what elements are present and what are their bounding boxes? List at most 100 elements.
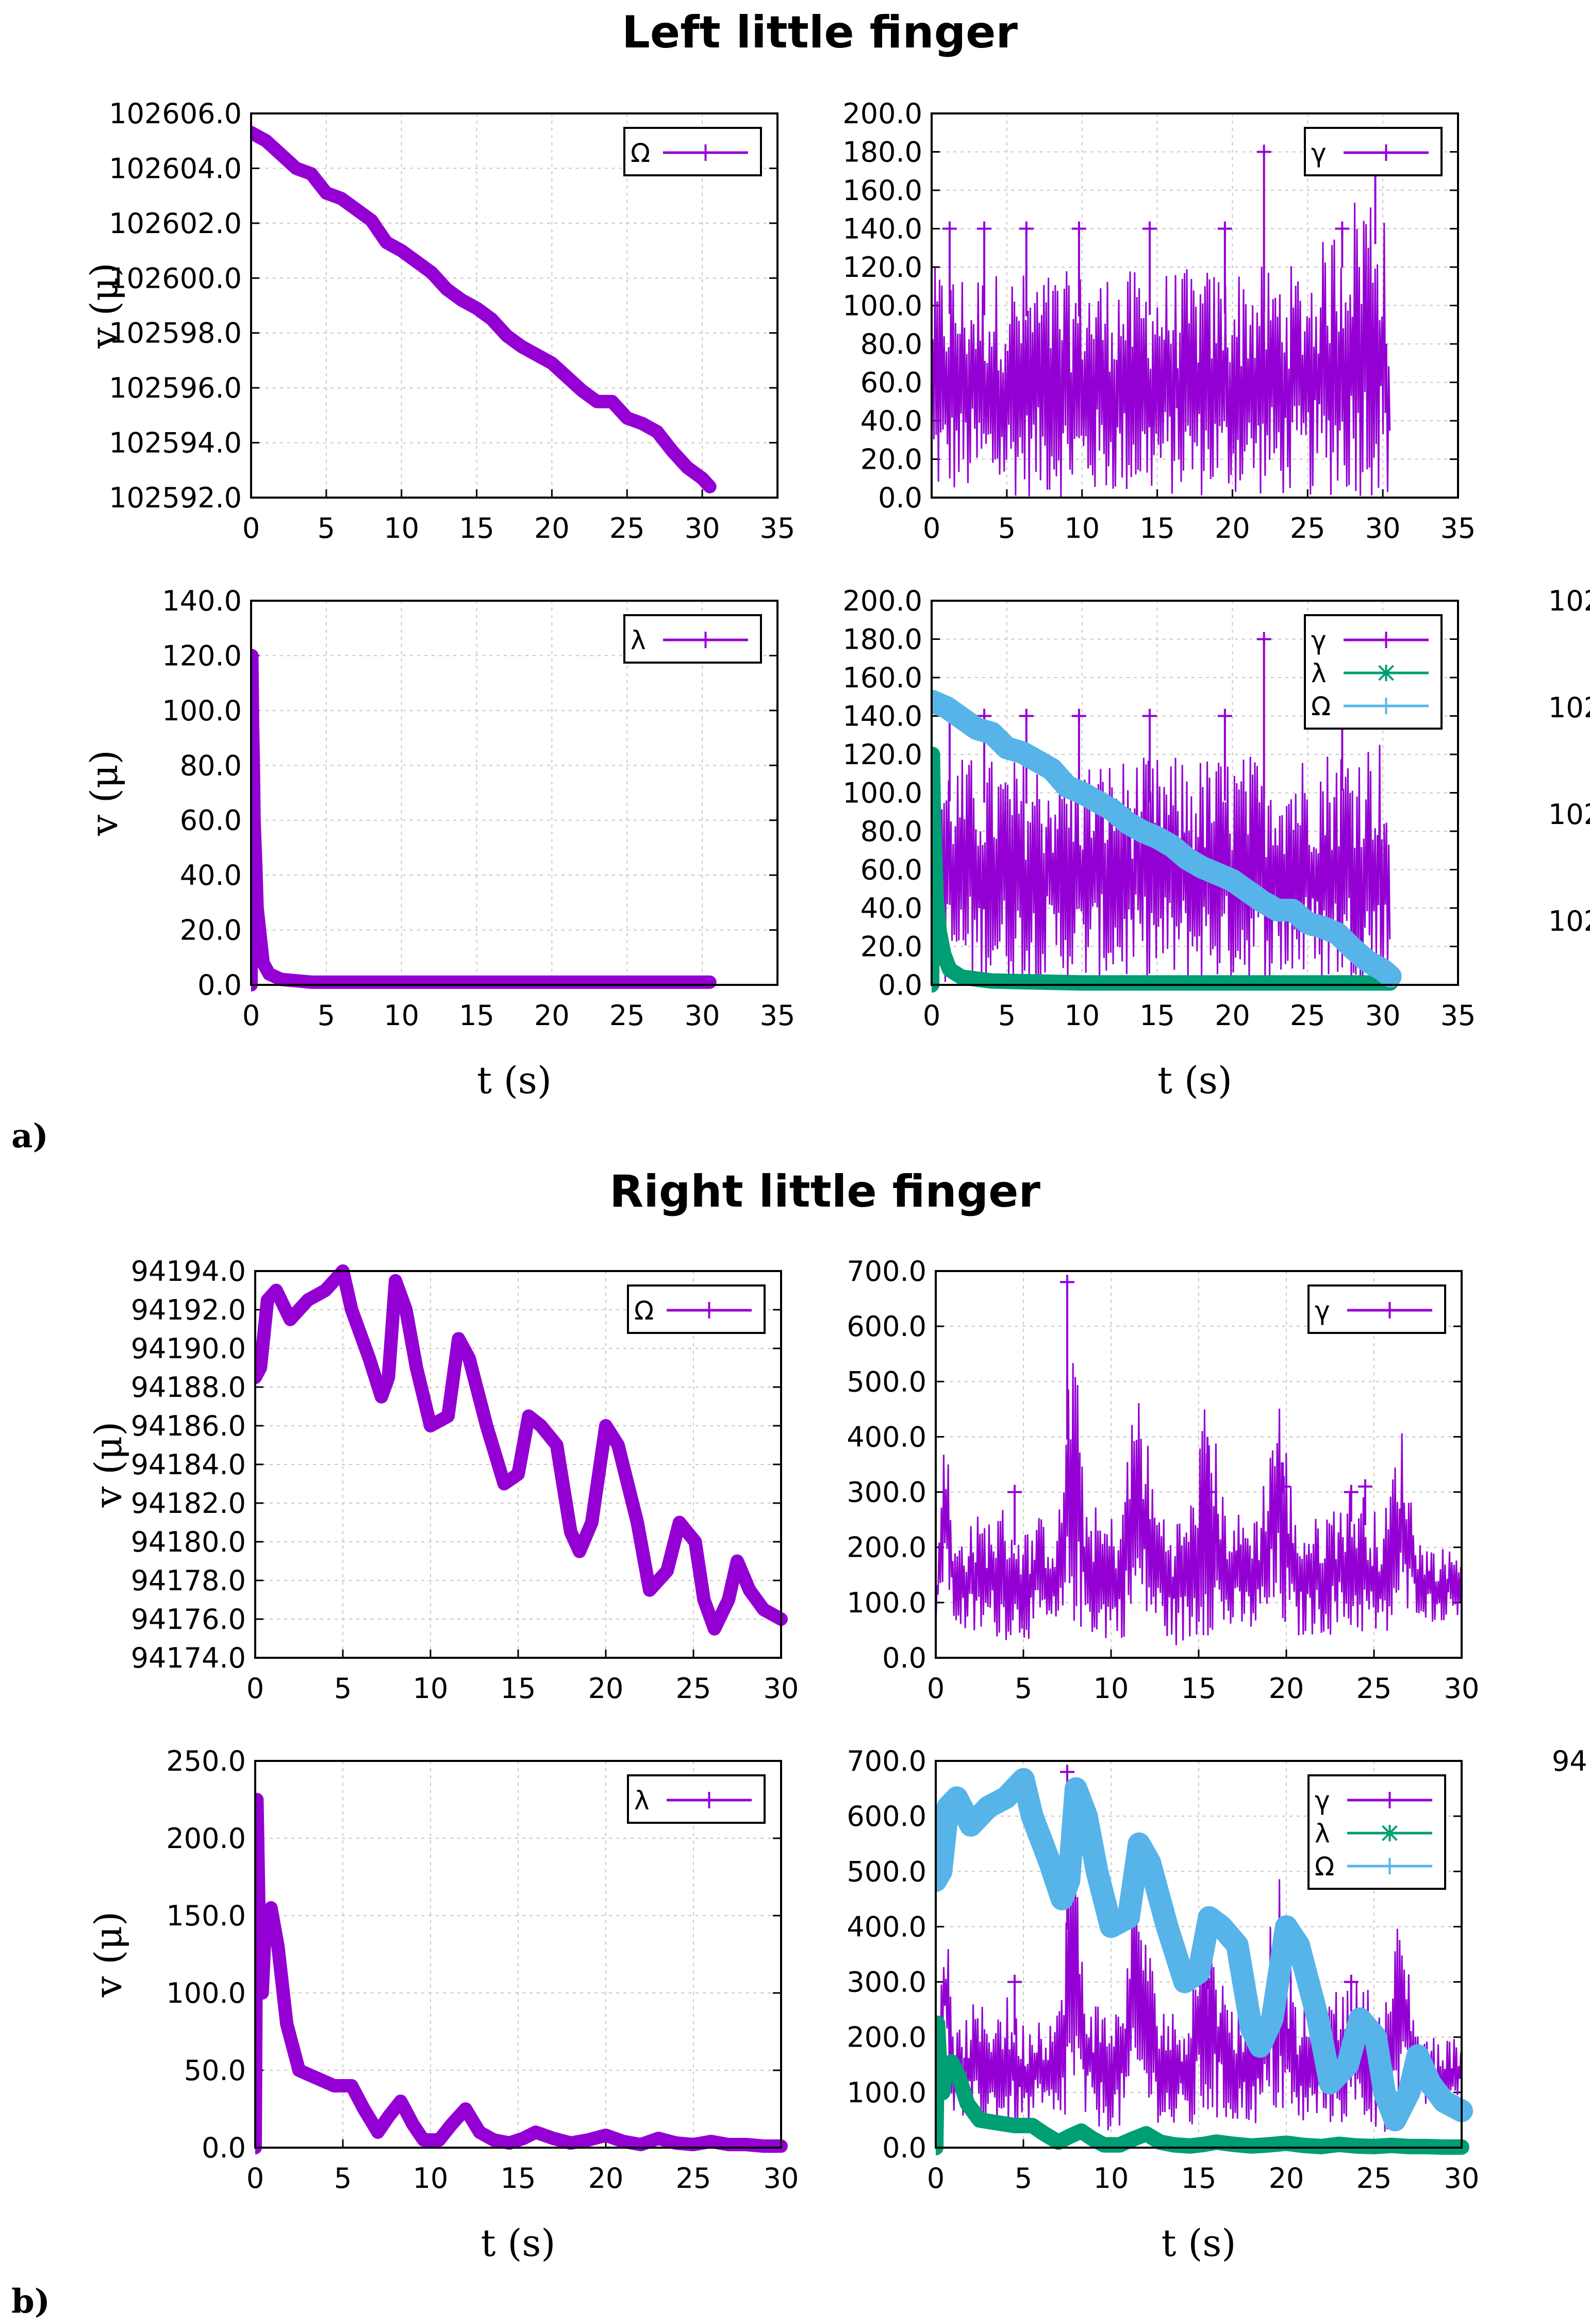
spike-marker [1256, 144, 1271, 159]
y-tick-label: 94192.0 [131, 1294, 246, 1326]
x-tick-label: 35 [760, 999, 796, 1032]
y-tick-label: 102606.0 [109, 97, 242, 130]
x-tick-label: 20 [1215, 512, 1250, 545]
y-tick-label: 400.0 [847, 1910, 926, 1943]
plot-frame [935, 1270, 1463, 1659]
series-3 [932, 689, 1402, 988]
y-tick-label: 94182.0 [131, 1487, 246, 1520]
y-tick-label: 102604.0 [109, 152, 242, 185]
x-tick-label: 5 [1015, 2162, 1032, 2195]
y-tick-label: 100.0 [162, 695, 242, 727]
x-tick-label: 0 [927, 2162, 945, 2195]
x-tick-label: 10 [1094, 1672, 1129, 1705]
y-tick-label: 80.0 [860, 815, 922, 848]
y-tick-label: 20.0 [860, 931, 922, 963]
x-axis-label: t (s) [481, 2221, 556, 2265]
spike-marker [1358, 1479, 1372, 1494]
x-tick-label: 15 [501, 2162, 536, 2195]
series-line [932, 689, 1402, 988]
y2-tick-label: 102605 [1548, 691, 1590, 724]
y-tick-label: 0.0 [878, 969, 922, 1001]
spike-marker [1217, 221, 1232, 236]
x-axis-label: t (s) [1162, 2221, 1236, 2265]
y-tick-label: 94178.0 [131, 1564, 246, 1597]
y-tick-label: 400.0 [847, 1421, 926, 1453]
x-tick-label: 25 [609, 512, 645, 545]
chart-7: 0 5 10 15 20 25 30 0.0 50.0 100.0 150.0 200.0 250.0 λ… [87, 1745, 799, 2265]
chart-5: 0 5 10 15 20 25 30 94174.0 94176.0 94178.0 94180.0… [87, 1255, 799, 1705]
plot-frame [254, 1760, 782, 2149]
chart-2: 0 5 10 15 20 25 30 35 0.0 20.0 40.0 60.0 80.0 100.0 12… [842, 97, 1476, 545]
legend-entry: λ [1311, 658, 1327, 688]
x-tick-label: 20 [1269, 2162, 1304, 2195]
x-tick-label: 10 [384, 999, 419, 1032]
y-tick-label: 94194.0 [131, 1255, 246, 1288]
spike-marker [1344, 1974, 1359, 1989]
spike-marker [1007, 1485, 1022, 1499]
y-tick-label: 200.0 [847, 2021, 926, 2054]
y-tick-label: 50.0 [184, 2054, 246, 2087]
y-tick-label: 180.0 [842, 136, 922, 169]
y-tick-label: 60.0 [860, 854, 922, 886]
plot-frame [254, 1270, 782, 1659]
legend-entry: λ [634, 1786, 650, 1816]
y-tick-label: 0.0 [197, 969, 242, 1001]
y-tick-label: 600.0 [847, 1800, 926, 1833]
y-tick-label: 120.0 [842, 251, 922, 284]
x-tick-label: 30 [1365, 512, 1401, 545]
y-tick-label: 100.0 [847, 2076, 926, 2109]
x-tick-label: 15 [501, 1672, 536, 1705]
y-tick-label: 94180.0 [131, 1526, 246, 1558]
x-tick-label: 10 [413, 1672, 449, 1705]
panel-label-a: a) [11, 1117, 48, 1156]
x-tick-label: 30 [764, 2162, 799, 2195]
y-tick-label: 102596.0 [109, 372, 242, 404]
spike-marker [942, 221, 957, 236]
y-tick-label: 0.0 [202, 2132, 246, 2164]
x-tick-label: 25 [609, 999, 645, 1032]
series-1 [251, 649, 717, 992]
plot-area [251, 649, 717, 992]
legend-marker-plus [1378, 144, 1395, 161]
y2-tick-label: 94195 [1552, 1745, 1590, 1777]
y-tick-label: 80.0 [860, 328, 922, 360]
y2-tick-label: 102595 [1548, 905, 1590, 937]
series-line [932, 747, 1398, 993]
y-tick-label: 100.0 [842, 777, 922, 810]
x-tick-label: 0 [246, 1672, 264, 1705]
y-tick-label: 140.0 [842, 213, 922, 245]
x-tick-label: 20 [534, 999, 570, 1032]
spike-marker [1060, 1275, 1074, 1290]
legend-marker-plus [1378, 632, 1395, 648]
spike-marker [1217, 708, 1232, 723]
x-tick-label: 15 [1181, 1672, 1217, 1705]
y-tick-label: 140.0 [162, 585, 242, 617]
series-line [255, 1264, 788, 1636]
x-tick-label: 35 [1440, 999, 1476, 1032]
x-tick-label: 25 [1356, 1672, 1392, 1705]
x-tick-label: 15 [1139, 512, 1175, 545]
spike-marker [1142, 708, 1157, 723]
legend-marker-plus [697, 632, 714, 648]
y-tick-label: 40.0 [860, 405, 922, 437]
y-axis-label: v (μ) [87, 1911, 130, 1998]
spike-marker [1344, 1485, 1359, 1499]
series-line [936, 1768, 1473, 2132]
x-tick-label: 20 [534, 512, 570, 545]
series-1 [936, 1275, 1462, 1645]
legend-marker-plus [701, 1302, 718, 1318]
x-tick-label: 30 [685, 999, 720, 1032]
series-2 [936, 2015, 1469, 2155]
chart-6: 0 5 10 15 20 25 300.0100.0200.0300.0400.0500.0… [847, 1255, 1479, 1705]
y-tick-label: 94174.0 [131, 1642, 246, 1674]
plot-area [936, 1275, 1462, 1645]
plot-area [251, 126, 717, 493]
legend-entry: λ [631, 625, 646, 655]
x-tick-label: 5 [998, 999, 1016, 1032]
y-tick-label: 94184.0 [131, 1448, 246, 1481]
y-tick-label: 140.0 [842, 700, 922, 733]
spike-marker [1256, 632, 1271, 647]
y-tick-label: 200.0 [842, 97, 922, 130]
legend-entry: γ [1315, 1296, 1330, 1326]
